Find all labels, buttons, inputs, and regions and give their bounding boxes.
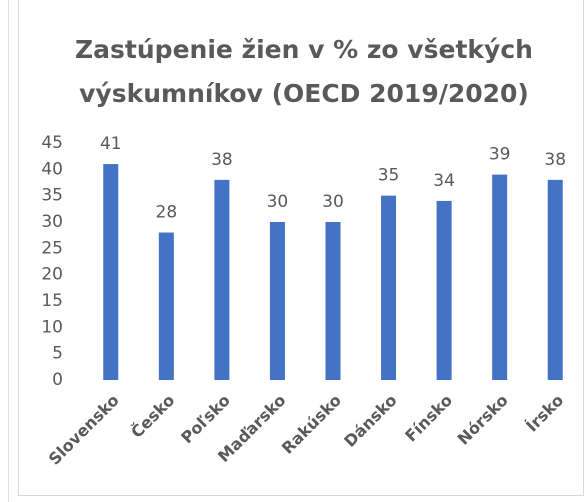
- data-label: 30: [322, 192, 344, 212]
- data-label: 38: [544, 150, 566, 170]
- x-tick-label: Rakúsko: [278, 391, 345, 458]
- y-tick-label: 10: [41, 317, 63, 337]
- data-label: 39: [489, 145, 511, 165]
- y-tick-label: 0: [52, 370, 63, 390]
- chart-frame: [18, 0, 584, 496]
- y-tick-label: 40: [41, 159, 63, 179]
- data-label: 30: [267, 192, 289, 212]
- y-tick-label: 35: [41, 186, 63, 206]
- window-edge: [8, 0, 9, 502]
- y-tick-label: 25: [41, 238, 63, 258]
- x-tick-label: Nórsko: [454, 391, 512, 449]
- bar: [158, 232, 174, 380]
- y-tick-label: 15: [41, 291, 63, 311]
- x-tick-label: Dánsko: [340, 391, 400, 451]
- bar: [214, 179, 230, 380]
- y-tick-label: 45: [41, 133, 63, 153]
- x-tick-label: Írsko: [522, 391, 567, 436]
- data-label: 41: [100, 134, 122, 154]
- y-tick-label: 30: [41, 212, 63, 232]
- data-label: 34: [433, 171, 455, 191]
- bar: [325, 222, 341, 380]
- x-tick-label: Poľsko: [177, 391, 234, 448]
- x-tick-label: Slovensko: [45, 391, 123, 469]
- bar: [269, 222, 285, 380]
- bar: [436, 200, 452, 380]
- x-tick-label: Fínsko: [401, 391, 456, 446]
- chart-title: Zastúpenie žien v % zo všetkých výskumní…: [75, 35, 533, 108]
- bar: [547, 179, 563, 380]
- bar: [492, 174, 508, 380]
- bar: [103, 164, 119, 380]
- bar: [381, 195, 397, 380]
- y-tick-label: 5: [52, 344, 63, 364]
- x-tick-label: Česko: [127, 391, 178, 442]
- data-label: 28: [156, 203, 178, 223]
- data-label: 35: [378, 166, 400, 186]
- y-tick-label: 20: [41, 265, 63, 285]
- data-label: 38: [211, 150, 233, 170]
